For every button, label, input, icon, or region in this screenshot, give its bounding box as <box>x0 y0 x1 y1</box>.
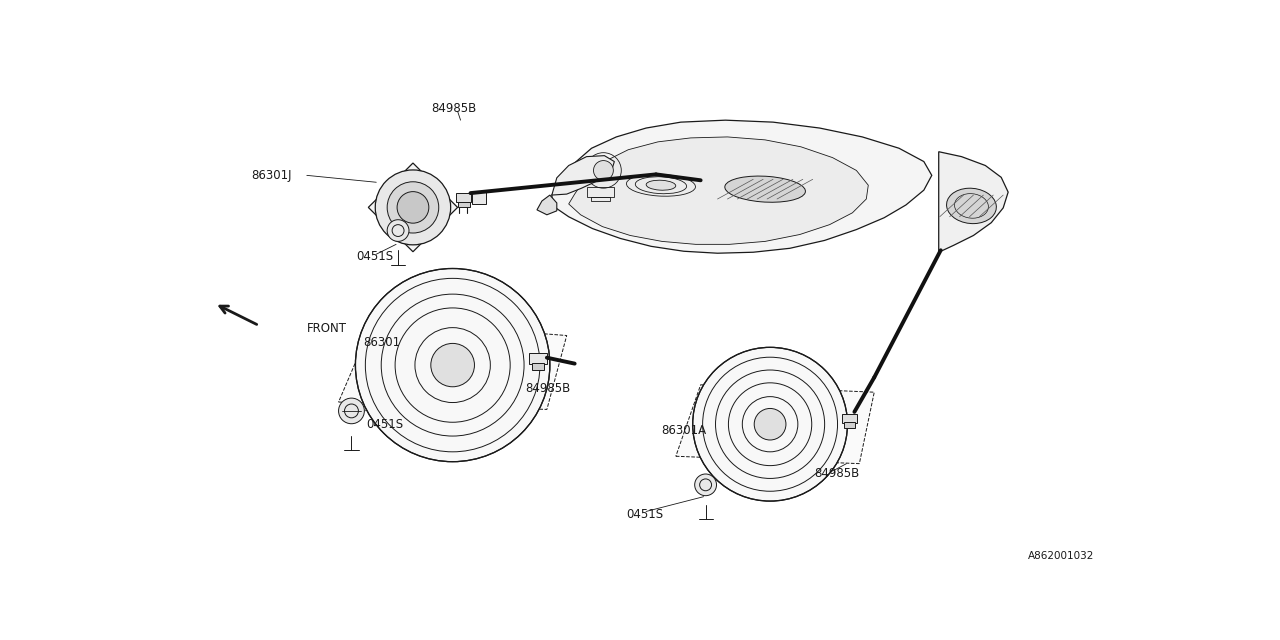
Text: 86301J: 86301J <box>251 169 292 182</box>
Polygon shape <box>552 156 614 195</box>
Bar <box>532 363 544 369</box>
Bar <box>529 353 547 364</box>
Text: 86301A: 86301A <box>660 424 707 437</box>
Bar <box>456 193 471 202</box>
Ellipse shape <box>754 408 786 440</box>
Text: 0451S: 0451S <box>626 508 663 521</box>
Ellipse shape <box>356 269 550 461</box>
Ellipse shape <box>387 182 439 233</box>
Text: 84985B: 84985B <box>815 467 860 480</box>
Ellipse shape <box>946 188 996 223</box>
Bar <box>590 196 611 201</box>
Text: 84985B: 84985B <box>431 102 476 115</box>
Bar <box>586 187 614 197</box>
Bar <box>472 191 486 204</box>
Bar <box>842 414 858 423</box>
Polygon shape <box>338 321 567 410</box>
Text: 84985B: 84985B <box>525 381 571 395</box>
Ellipse shape <box>594 161 613 180</box>
Polygon shape <box>568 137 868 244</box>
Ellipse shape <box>397 191 429 223</box>
Ellipse shape <box>431 344 475 387</box>
Text: A862001032: A862001032 <box>1028 551 1094 561</box>
Text: 0451S: 0451S <box>366 418 403 431</box>
Polygon shape <box>538 195 557 215</box>
Polygon shape <box>369 163 458 252</box>
Text: FRONT: FRONT <box>307 322 347 335</box>
Bar <box>845 422 855 428</box>
Polygon shape <box>676 385 874 463</box>
Ellipse shape <box>646 180 676 190</box>
Ellipse shape <box>375 170 451 245</box>
Polygon shape <box>938 152 1009 252</box>
Bar <box>458 202 470 207</box>
Text: 0451S: 0451S <box>356 250 393 263</box>
Ellipse shape <box>692 348 847 501</box>
Ellipse shape <box>338 398 365 424</box>
Ellipse shape <box>695 474 717 495</box>
Polygon shape <box>552 120 932 253</box>
Ellipse shape <box>387 220 410 241</box>
Ellipse shape <box>724 176 805 202</box>
Text: 86301: 86301 <box>364 337 401 349</box>
